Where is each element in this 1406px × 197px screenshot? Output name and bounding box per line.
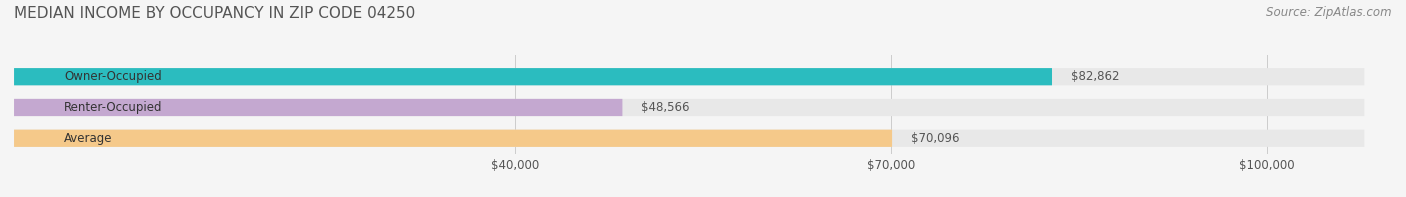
Text: Average: Average: [65, 132, 112, 145]
Text: Renter-Occupied: Renter-Occupied: [65, 101, 163, 114]
FancyBboxPatch shape: [14, 68, 1364, 85]
Text: Source: ZipAtlas.com: Source: ZipAtlas.com: [1267, 6, 1392, 19]
FancyBboxPatch shape: [14, 99, 1364, 116]
FancyBboxPatch shape: [14, 68, 1052, 85]
Text: Owner-Occupied: Owner-Occupied: [65, 70, 162, 83]
FancyBboxPatch shape: [14, 130, 891, 147]
FancyBboxPatch shape: [14, 99, 623, 116]
Text: $48,566: $48,566: [641, 101, 690, 114]
Text: MEDIAN INCOME BY OCCUPANCY IN ZIP CODE 04250: MEDIAN INCOME BY OCCUPANCY IN ZIP CODE 0…: [14, 6, 415, 21]
Text: $82,862: $82,862: [1071, 70, 1119, 83]
FancyBboxPatch shape: [14, 130, 1364, 147]
Text: $70,096: $70,096: [911, 132, 959, 145]
